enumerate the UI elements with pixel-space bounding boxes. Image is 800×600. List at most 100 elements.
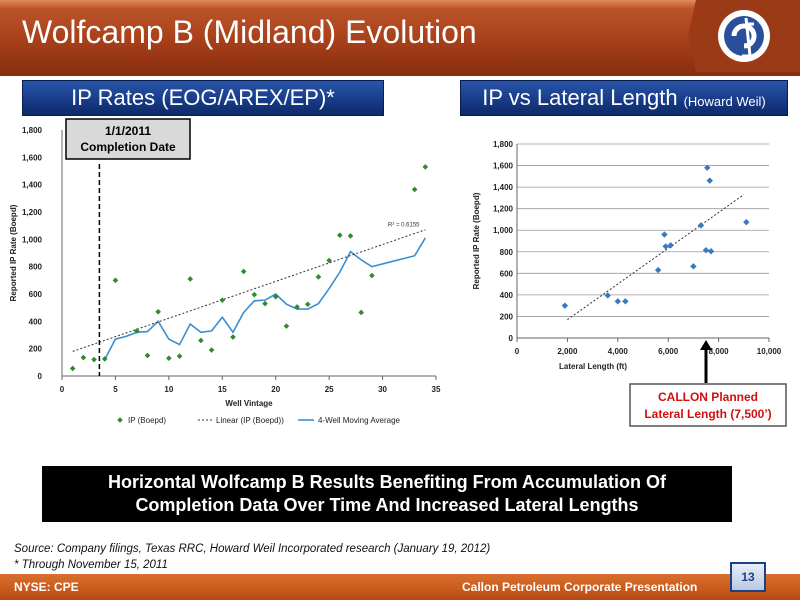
data-point-lateral: [604, 292, 611, 299]
footer-bar: NYSE: CPE Callon Petroleum Corporate Pre…: [0, 574, 800, 600]
data-point-ip: [219, 297, 226, 303]
logo-core: [724, 16, 764, 56]
banner-ip-rates: IP Rates (EOG/AREX/EP)*: [22, 80, 384, 116]
data-point-ip: [240, 268, 247, 275]
legend-label-trendline: Linear (IP (Boepd)): [216, 416, 284, 425]
data-point-lateral: [662, 243, 669, 250]
y-tick-label: 1,800: [22, 126, 43, 135]
data-point-ip: [112, 277, 119, 284]
callon-logo: [688, 0, 800, 72]
series-trendline: [567, 194, 745, 321]
data-point-lateral: [690, 263, 697, 270]
x-tick-label: 6,000: [658, 347, 679, 356]
data-point-lateral: [667, 242, 674, 249]
y-tick-label: 1,400: [493, 183, 514, 192]
data-point-lateral: [622, 298, 629, 305]
r-squared-label: R² = 0.6155: [388, 223, 420, 229]
y-tick-label: 1,600: [22, 153, 43, 162]
data-point-lateral: [706, 177, 713, 184]
y-tick-label: 1,600: [493, 162, 514, 171]
logo-derrick-mark: [742, 17, 754, 58]
x-axis-title: Lateral Length (ft): [559, 362, 627, 371]
y-tick-label: 1,800: [493, 140, 514, 149]
series-line-moving-average: [104, 237, 426, 360]
page-number: 13: [730, 562, 766, 592]
x-tick-label: 5: [113, 385, 118, 394]
data-point-ip: [176, 353, 183, 359]
source-line-1: Source: Company filings, Texas RRC, Howa…: [14, 543, 491, 555]
data-point-ip: [283, 323, 290, 329]
banner-ip-vs-lateral: IP vs Lateral Length (Howard Weil): [460, 80, 788, 116]
y-tick-label: 200: [500, 312, 514, 321]
callout-line-2: Lateral Length (7,500’): [644, 407, 771, 421]
x-tick-label: 2,000: [557, 347, 578, 356]
data-point-ip: [91, 356, 97, 363]
x-axis-title: Well Vintage: [225, 399, 273, 408]
data-point-ip: [358, 309, 364, 316]
x-tick-label: 10: [164, 385, 173, 394]
data-point-ip: [304, 301, 311, 308]
source-note: Source: Company filings, Texas RRC, Howa…: [14, 541, 490, 573]
series-trendline: [72, 229, 426, 352]
data-point-ip: [422, 164, 429, 170]
x-tick-label: 30: [378, 385, 387, 394]
tagline-line-2: Completion Data Over Time And Increased …: [135, 495, 639, 515]
data-point-ip: [411, 186, 418, 193]
y-tick-label: 600: [500, 269, 514, 278]
data-point-ip: [69, 365, 76, 372]
data-point-ip: [198, 337, 204, 344]
data-point-ip: [144, 352, 151, 359]
y-axis-title: Reported IP Rate (Boepd): [472, 192, 481, 289]
data-point-ip: [272, 293, 279, 300]
data-point-ip: [347, 233, 354, 239]
data-point-ip: [230, 334, 236, 340]
completion-date-box: [65, 118, 191, 160]
data-point-ip: [155, 308, 161, 315]
callout-box: [629, 383, 787, 427]
data-point-ip: [326, 257, 332, 264]
footer-presentation-title: Callon Petroleum Corporate Presentation: [462, 580, 698, 594]
x-tick-label: 0: [60, 385, 65, 394]
banner-ip-rates-label: IP Rates (EOG/AREX/EP)*: [71, 85, 335, 110]
x-tick-label: 20: [271, 385, 280, 394]
x-tick-label: 8,000: [709, 347, 730, 356]
x-tick-label: 0: [515, 347, 520, 356]
y-tick-label: 1,200: [493, 205, 514, 214]
data-point-ip: [369, 272, 375, 279]
completion-date-line-1: 1/1/2011: [105, 124, 151, 138]
callout-line-1: CALLON Planned: [658, 390, 758, 404]
x-tick-label: 15: [218, 385, 227, 394]
data-point-ip: [262, 300, 268, 307]
y-tick-label: 800: [29, 263, 43, 272]
callout-arrow-head: [700, 340, 712, 350]
data-point-lateral: [654, 266, 662, 274]
data-point-lateral: [743, 218, 750, 226]
footer-ticker: NYSE: CPE: [14, 580, 79, 594]
legend-marker-ip: [117, 417, 123, 423]
data-point-ip: [208, 347, 215, 353]
source-line-2: * Through November 15, 2011: [14, 559, 168, 571]
data-point-lateral: [707, 248, 715, 255]
title-bar-highlight: [0, 0, 800, 8]
legend-label-ip: IP (Boepd): [128, 416, 166, 425]
x-tick-label: 4,000: [608, 347, 629, 356]
data-point-lateral: [704, 164, 711, 171]
data-point-ip: [101, 356, 108, 362]
data-point-ip: [294, 304, 300, 310]
chart-ip-rates: 0 200 400 600 800 1,000 1,200 1,400 1,600 1,800 0 5…: [9, 118, 441, 425]
data-point-lateral: [697, 222, 705, 229]
y-tick-label: 400: [500, 291, 514, 300]
y-tick-label: 800: [500, 248, 514, 257]
tagline-line-1: Horizontal Wolfcamp B Results Benefiting…: [107, 472, 667, 492]
banner-ip-vs-lateral-label: IP vs Lateral Length: [482, 85, 678, 110]
y-axis-title: Reported IP Rate (Boepd): [9, 204, 18, 301]
y-tick-label: 0: [509, 334, 514, 343]
y-tick-label: 600: [29, 290, 43, 299]
chart-ip-vs-lateral: 0 200 400 600 800 1,000 1,200 1,400 1,600 1,800 0 2…: [472, 140, 787, 427]
x-tick-label: 35: [432, 385, 441, 394]
data-point-lateral: [702, 246, 710, 254]
y-tick-label: 1,000: [493, 226, 514, 235]
y-tick-label: 200: [29, 345, 43, 354]
title-separator: [0, 72, 800, 76]
data-point-ip: [251, 291, 258, 298]
